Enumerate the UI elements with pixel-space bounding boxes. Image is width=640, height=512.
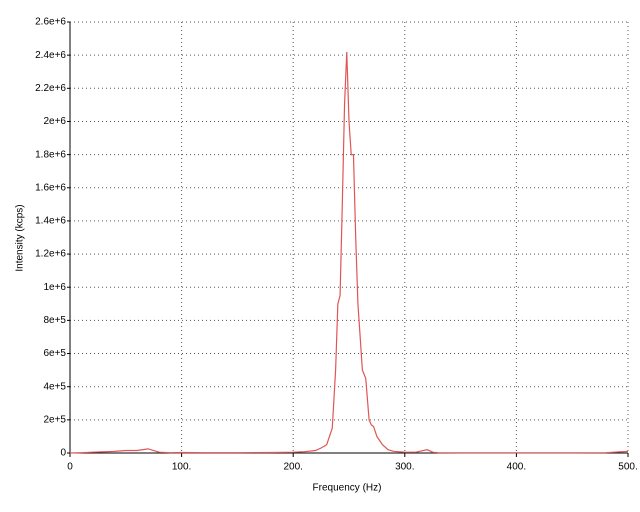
x-tick-label: 300. [395, 462, 414, 473]
y-tick-label: 8e+5 [43, 315, 66, 326]
y-tick-label: 2.6e+6 [35, 17, 66, 28]
y-tick-label: 2.2e+6 [35, 83, 66, 94]
x-tick-label: 200. [283, 462, 302, 473]
x-tick-label: 100. [172, 462, 191, 473]
y-tick-label: 6e+5 [43, 348, 66, 359]
y-tick-label: 4e+5 [43, 381, 66, 392]
y-tick-label: 2e+5 [43, 414, 66, 425]
x-tick-label: 400. [507, 462, 526, 473]
y-tick-label: 1.4e+6 [35, 216, 66, 227]
y-tick-label: 1.2e+6 [35, 249, 66, 260]
data-line [69, 51, 629, 454]
x-tick-label: 500. [618, 462, 637, 473]
y-tick-label: 2.4e+6 [35, 50, 66, 61]
y-tick-label: 2e+6 [43, 116, 66, 127]
y-tick-label: 1.8e+6 [35, 149, 66, 160]
y-tick-label: 0 [60, 448, 66, 459]
y-axis-label: Intensity (kcps) [15, 204, 26, 271]
y-tick-label: 1.6e+6 [35, 182, 66, 193]
x-axis-label: Frequency (Hz) [313, 483, 382, 494]
x-tick-label: 0 [67, 462, 73, 473]
y-tick-label: 1e+6 [43, 282, 66, 293]
